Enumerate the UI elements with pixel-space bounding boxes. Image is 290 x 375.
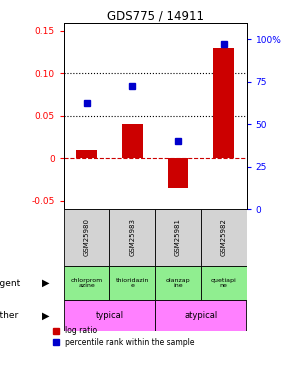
- Bar: [64, 266, 110, 300]
- Bar: [155, 266, 201, 300]
- Text: ▶: ▶: [42, 278, 49, 288]
- Text: GSM25983: GSM25983: [129, 218, 135, 256]
- Title: GDS775 / 14911: GDS775 / 14911: [107, 9, 204, 22]
- Bar: [64, 300, 155, 331]
- Text: typical: typical: [95, 311, 124, 320]
- Text: olanzap
ine: olanzap ine: [166, 278, 190, 288]
- Bar: [110, 266, 155, 300]
- Bar: [122, 124, 143, 158]
- Text: GSM25982: GSM25982: [221, 219, 227, 257]
- Legend: log ratio, percentile rank within the sample: log ratio, percentile rank within the sa…: [53, 326, 195, 347]
- Bar: [64, 209, 110, 266]
- Text: GSM25981: GSM25981: [175, 218, 181, 256]
- Bar: [76, 150, 97, 158]
- Bar: [201, 266, 246, 300]
- Text: chlorprom
azine: chlorprom azine: [70, 278, 103, 288]
- Bar: [213, 48, 234, 158]
- Text: atypical: atypical: [184, 311, 218, 320]
- Text: GSM25980: GSM25980: [84, 218, 90, 256]
- Bar: [155, 300, 246, 331]
- Text: agent: agent: [0, 279, 21, 288]
- Text: other: other: [0, 311, 19, 320]
- Bar: [168, 158, 188, 188]
- Bar: [201, 209, 246, 266]
- Text: ▶: ▶: [42, 310, 49, 321]
- Text: thioridazin
e: thioridazin e: [116, 278, 149, 288]
- Bar: [110, 209, 155, 266]
- Text: quetiapi
ne: quetiapi ne: [211, 278, 237, 288]
- Bar: [155, 209, 201, 266]
